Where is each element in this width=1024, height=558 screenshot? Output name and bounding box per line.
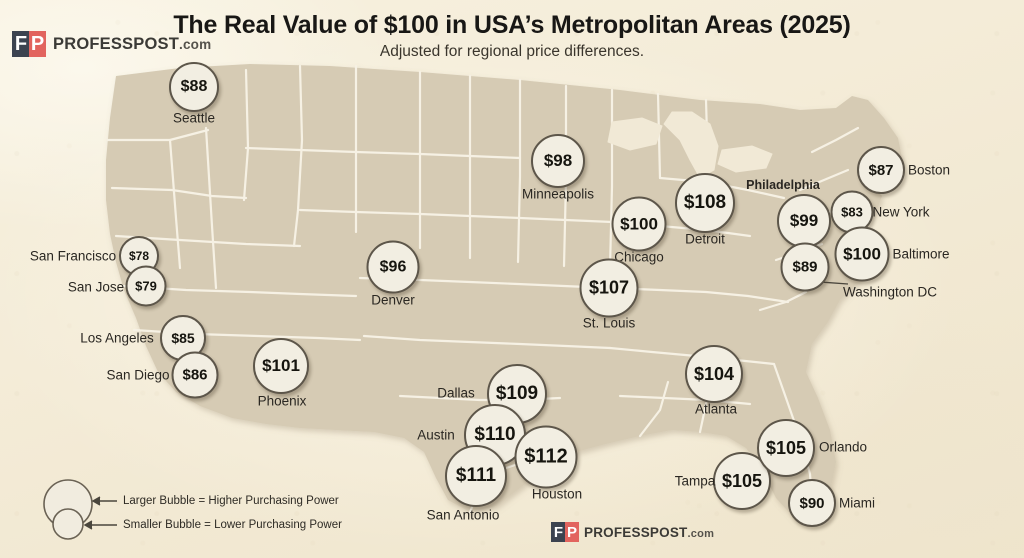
city-label-st-louis: St. Louis	[582, 315, 636, 331]
city-bubble-boston[interactable]: $87	[857, 146, 905, 194]
city-label-seattle: Seattle	[172, 110, 216, 126]
brand-logo-top[interactable]: F P PROFESSPOST.com	[12, 31, 211, 57]
legend-larger-text: Larger Bubble = Higher Purchasing Power	[123, 495, 339, 507]
city-label-tampa: Tampa	[674, 473, 716, 489]
city-label-phoenix: Phoenix	[257, 393, 307, 409]
city-bubble-houston[interactable]: $112	[514, 425, 578, 489]
brand-tld: .com	[178, 36, 212, 52]
city-label-orlando: Orlando	[818, 439, 868, 455]
brand-logo-watermark[interactable]: F P PROFESSPOST.com	[551, 522, 714, 542]
city-bubble-atlanta[interactable]: $104	[685, 345, 743, 403]
city-label-san-jose: San Jose	[67, 279, 125, 295]
city-bubble-san-antonio[interactable]: $111	[445, 445, 507, 507]
city-bubble-phoenix[interactable]: $101	[253, 338, 309, 394]
brand-name-text: PROFESSPOST	[53, 34, 179, 53]
page-title: The Real Value of $100 in USA’s Metropol…	[173, 11, 851, 39]
city-label-washington-dc: Washington DC	[842, 284, 938, 300]
fp-logo-icon: F P	[12, 31, 46, 57]
city-label-san-antonio: San Antonio	[426, 507, 500, 523]
legend: Larger Bubble = Higher Purchasing Power …	[22, 478, 342, 546]
city-label-houston: Houston	[531, 486, 583, 502]
city-bubble-minneapolis[interactable]: $98	[531, 134, 585, 188]
city-bubble-washington-dc[interactable]: $89	[780, 242, 830, 292]
city-bubble-baltimore[interactable]: $100	[834, 226, 890, 282]
city-label-detroit: Detroit	[685, 231, 725, 247]
city-bubble-san-diego[interactable]: $86	[171, 351, 219, 399]
brand-tld: .com	[687, 527, 715, 540]
logo-letter-p: P	[565, 522, 579, 542]
city-bubble-miami[interactable]: $90	[788, 479, 836, 527]
city-label-miami: Miami	[839, 495, 875, 511]
city-label-boston: Boston	[907, 162, 951, 178]
fp-logo-icon-watermark: F P	[551, 522, 579, 542]
logo-letter-f: F	[12, 31, 29, 57]
city-bubble-seattle[interactable]: $88	[169, 62, 219, 112]
city-label-minneapolis: Minneapolis	[521, 186, 595, 202]
city-bubble-chicago[interactable]: $100	[611, 196, 667, 252]
city-bubble-st-louis[interactable]: $107	[579, 258, 639, 318]
city-bubble-orlando[interactable]: $105	[757, 419, 815, 477]
city-bubble-denver[interactable]: $96	[366, 240, 420, 294]
city-label-los-angeles: Los Angeles	[80, 330, 154, 346]
legend-small-bubble	[52, 508, 84, 540]
brand-name: PROFESSPOST.com	[53, 35, 211, 54]
city-bubble-philadelphia[interactable]: $99	[777, 194, 831, 248]
logo-letter-f: F	[551, 522, 565, 542]
brand-name-watermark: PROFESSPOST.com	[584, 525, 714, 540]
city-label-austin: Austin	[417, 427, 455, 443]
city-bubble-detroit[interactable]: $108	[675, 173, 735, 233]
brand-name-text: PROFESSPOST	[584, 524, 688, 540]
city-label-baltimore: Baltimore	[892, 246, 950, 262]
logo-letter-p: P	[29, 31, 46, 57]
legend-arrows	[83, 496, 117, 530]
legend-smaller-text: Smaller Bubble = Lower Purchasing Power	[123, 519, 342, 531]
page-subtitle: Adjusted for regional price differences.	[379, 43, 645, 60]
city-label-denver: Denver	[371, 292, 415, 308]
city-bubble-san-jose[interactable]: $79	[125, 265, 167, 307]
city-label-new-york: New York	[872, 204, 930, 220]
city-label-philadelphia: Philadelphia	[746, 178, 820, 192]
legend-graphic	[43, 479, 117, 540]
city-label-san-francisco: San Francisco	[29, 248, 117, 264]
city-label-dallas: Dallas	[437, 385, 475, 401]
city-label-atlanta: Atlanta	[694, 401, 738, 417]
city-label-chicago: Chicago	[614, 249, 664, 265]
city-label-san-diego: San Diego	[106, 367, 170, 383]
